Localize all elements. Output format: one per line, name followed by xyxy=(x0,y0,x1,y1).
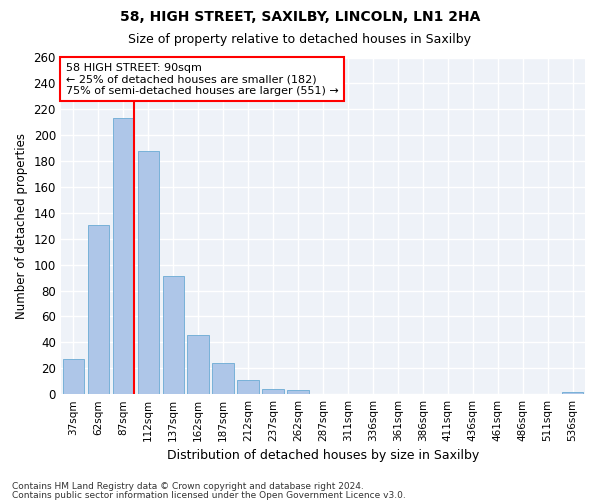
Bar xyxy=(287,390,308,394)
Bar xyxy=(88,224,109,394)
Text: Contains HM Land Registry data © Crown copyright and database right 2024.: Contains HM Land Registry data © Crown c… xyxy=(12,482,364,491)
Bar xyxy=(212,363,233,394)
X-axis label: Distribution of detached houses by size in Saxilby: Distribution of detached houses by size … xyxy=(167,450,479,462)
Text: 58 HIGH STREET: 90sqm
← 25% of detached houses are smaller (182)
75% of semi-det: 58 HIGH STREET: 90sqm ← 25% of detached … xyxy=(66,62,339,96)
Bar xyxy=(238,380,259,394)
Bar xyxy=(163,276,184,394)
Bar xyxy=(113,118,134,394)
Bar xyxy=(562,392,583,394)
Bar xyxy=(262,389,284,394)
Text: Size of property relative to detached houses in Saxilby: Size of property relative to detached ho… xyxy=(128,32,472,46)
Bar xyxy=(187,334,209,394)
Text: 58, HIGH STREET, SAXILBY, LINCOLN, LN1 2HA: 58, HIGH STREET, SAXILBY, LINCOLN, LN1 2… xyxy=(120,10,480,24)
Text: Contains public sector information licensed under the Open Government Licence v3: Contains public sector information licen… xyxy=(12,490,406,500)
Bar xyxy=(62,359,84,394)
Bar xyxy=(137,150,159,394)
Y-axis label: Number of detached properties: Number of detached properties xyxy=(15,133,28,319)
